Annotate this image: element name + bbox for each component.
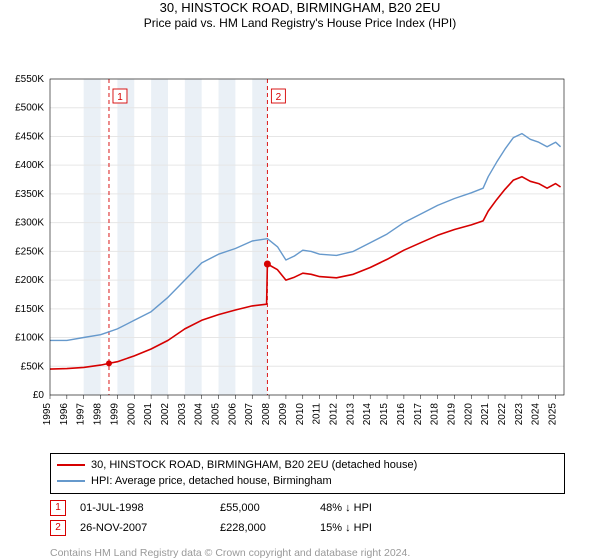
legend-swatch <box>57 480 85 482</box>
sale-vs-hpi: 48% ↓ HPI <box>320 502 440 514</box>
legend: 30, HINSTOCK ROAD, BIRMINGHAM, B20 2EU (… <box>50 453 565 494</box>
svg-text:2010: 2010 <box>295 403 306 426</box>
svg-text:1999: 1999 <box>109 403 120 426</box>
legend-item: 30, HINSTOCK ROAD, BIRMINGHAM, B20 2EU (… <box>57 457 558 473</box>
svg-text:2013: 2013 <box>345 403 356 426</box>
credit-text: Contains HM Land Registry data © Crown c… <box>50 546 565 560</box>
svg-text:2005: 2005 <box>211 403 222 426</box>
svg-text:£400K: £400K <box>15 160 44 171</box>
credit-line-1: Contains HM Land Registry data © Crown c… <box>50 546 565 560</box>
svg-text:£300K: £300K <box>15 218 44 229</box>
svg-text:2023: 2023 <box>514 403 525 426</box>
svg-text:£550K: £550K <box>15 74 44 85</box>
sale-index-badge: 2 <box>50 520 66 536</box>
svg-text:£0: £0 <box>33 390 45 401</box>
svg-text:2: 2 <box>276 92 282 103</box>
sale-date: 26-NOV-2007 <box>80 522 220 534</box>
svg-text:2003: 2003 <box>177 403 188 426</box>
svg-text:1995: 1995 <box>42 403 53 426</box>
svg-text:2000: 2000 <box>126 403 137 426</box>
svg-text:£100K: £100K <box>15 333 44 344</box>
svg-text:2007: 2007 <box>244 403 255 426</box>
title-line-2: Price paid vs. HM Land Registry's House … <box>0 16 600 31</box>
svg-text:2008: 2008 <box>261 403 272 426</box>
svg-text:2006: 2006 <box>227 403 238 426</box>
svg-text:1998: 1998 <box>93 403 104 426</box>
sales-table: 1 01-JUL-1998£55,00048% ↓ HPI 2 26-NOV-2007… <box>50 498 565 538</box>
svg-text:2018: 2018 <box>430 403 441 426</box>
svg-text:1997: 1997 <box>76 403 87 426</box>
sale-price: £55,000 <box>220 502 320 514</box>
svg-text:2015: 2015 <box>379 403 390 426</box>
title-line-1: 30, HINSTOCK ROAD, BIRMINGHAM, B20 2EU <box>0 0 600 16</box>
svg-text:2009: 2009 <box>278 403 289 426</box>
sales-row: 2 26-NOV-2007£228,00015% ↓ HPI <box>50 518 565 538</box>
svg-text:1996: 1996 <box>59 403 70 426</box>
svg-text:£250K: £250K <box>15 247 44 258</box>
chart-title: 30, HINSTOCK ROAD, BIRMINGHAM, B20 2EU P… <box>0 0 600 31</box>
svg-text:£500K: £500K <box>15 103 44 114</box>
svg-text:£450K: £450K <box>15 132 44 143</box>
svg-text:2025: 2025 <box>548 403 559 426</box>
svg-text:2017: 2017 <box>413 403 424 426</box>
legend-label: HPI: Average price, detached house, Birm… <box>91 475 332 487</box>
sale-date: 01-JUL-1998 <box>80 502 220 514</box>
svg-text:£350K: £350K <box>15 189 44 200</box>
svg-text:2014: 2014 <box>362 403 373 426</box>
legend-swatch <box>57 464 85 466</box>
svg-text:2001: 2001 <box>143 403 154 426</box>
svg-text:£150K: £150K <box>15 304 44 315</box>
line-chart: £0 £50K £100K £150K £200K £250K £300K £350K £400… <box>0 31 600 447</box>
legend-item: HPI: Average price, detached house, Birm… <box>57 473 558 489</box>
svg-text:2024: 2024 <box>531 403 542 426</box>
sale-vs-hpi: 15% ↓ HPI <box>320 522 440 534</box>
svg-text:£50K: £50K <box>21 362 45 373</box>
svg-text:2022: 2022 <box>497 403 508 426</box>
svg-text:2004: 2004 <box>194 403 205 426</box>
svg-text:2011: 2011 <box>312 403 323 425</box>
svg-text:2019: 2019 <box>446 403 457 426</box>
legend-label: 30, HINSTOCK ROAD, BIRMINGHAM, B20 2EU (… <box>91 459 417 471</box>
sales-row: 1 01-JUL-1998£55,00048% ↓ HPI <box>50 498 565 518</box>
svg-text:£200K: £200K <box>15 275 44 286</box>
svg-text:2016: 2016 <box>396 403 407 426</box>
svg-text:2002: 2002 <box>160 403 171 426</box>
svg-text:2020: 2020 <box>463 403 474 426</box>
sale-price: £228,000 <box>220 522 320 534</box>
sale-index-badge: 1 <box>50 500 66 516</box>
svg-text:2021: 2021 <box>480 403 491 426</box>
svg-text:2012: 2012 <box>328 403 339 426</box>
svg-text:1: 1 <box>117 92 123 103</box>
plot-area: £0 £50K £100K £150K £200K £250K £300K £350K £400… <box>0 31 600 447</box>
